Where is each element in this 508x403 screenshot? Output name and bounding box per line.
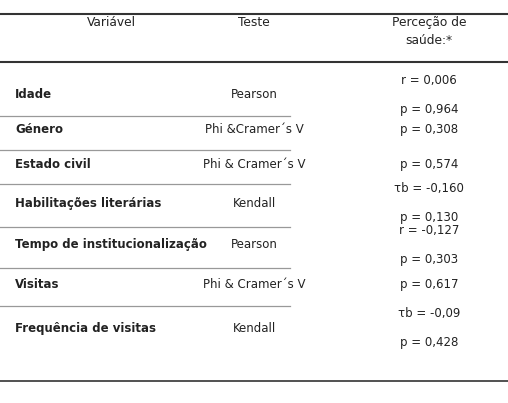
Text: p = 0,130: p = 0,130 [400,211,458,224]
Text: Frequência de visitas: Frequência de visitas [15,322,156,335]
Text: Perceção de
saúde:*: Perceção de saúde:* [392,16,466,47]
Text: Variável: Variável [87,16,136,29]
Text: p = 0,574: p = 0,574 [400,158,458,170]
Text: Phi & Cramer´s V: Phi & Cramer´s V [203,278,305,291]
Text: r = -0,127: r = -0,127 [399,224,459,237]
Text: Phi &Cramer´s V: Phi &Cramer´s V [205,123,303,136]
Text: Idade: Idade [15,88,52,101]
Text: Estado civil: Estado civil [15,158,91,170]
Text: Kendall: Kendall [232,322,276,335]
Text: Teste: Teste [238,16,270,29]
Text: Phi & Cramer´s V: Phi & Cramer´s V [203,158,305,170]
Text: p = 0,964: p = 0,964 [400,103,459,116]
Text: p = 0,303: p = 0,303 [400,253,458,266]
Text: Pearson: Pearson [231,88,277,101]
Text: Kendall: Kendall [232,197,276,210]
Text: p = 0,617: p = 0,617 [400,278,459,291]
Text: p = 0,308: p = 0,308 [400,123,458,136]
Text: τb = -0,160: τb = -0,160 [394,182,464,195]
Text: Género: Género [15,123,63,136]
Text: r = 0,006: r = 0,006 [401,74,457,87]
Text: Pearson: Pearson [231,238,277,251]
Text: Visitas: Visitas [15,278,60,291]
Text: Tempo de institucionalização: Tempo de institucionalização [15,238,207,251]
Text: τb = -0,09: τb = -0,09 [398,307,460,320]
Text: p = 0,428: p = 0,428 [400,337,458,349]
Text: Habilitações literárias: Habilitações literárias [15,197,162,210]
